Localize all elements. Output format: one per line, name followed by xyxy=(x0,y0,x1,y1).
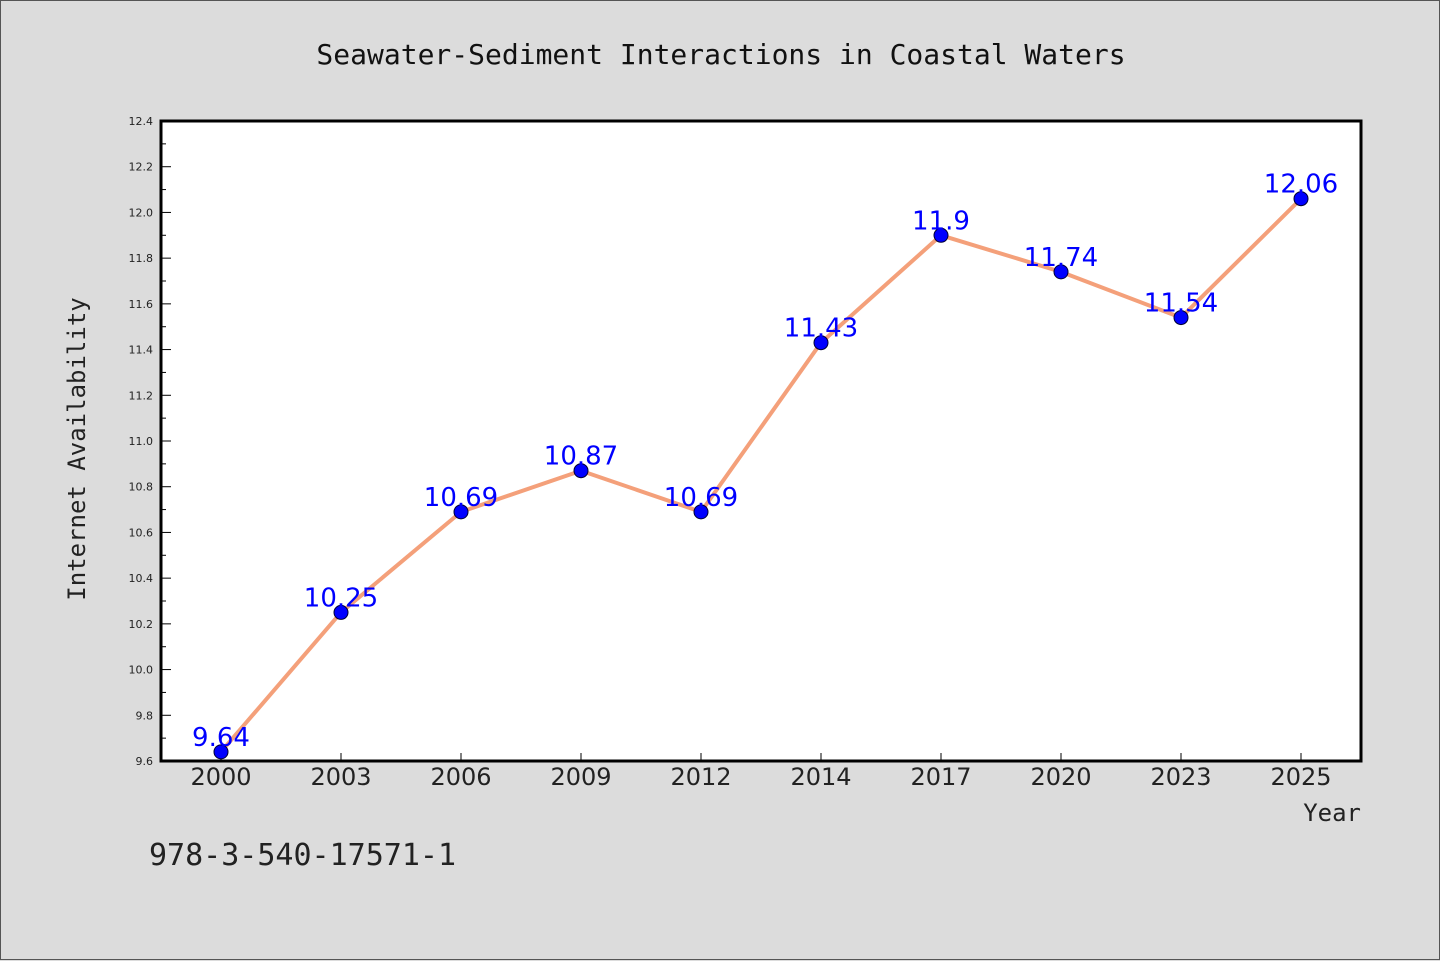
x-tick-label: 2012 xyxy=(670,763,731,791)
y-tick-label: 10.2 xyxy=(129,618,154,631)
y-tick-label: 11.6 xyxy=(129,298,154,311)
data-point xyxy=(333,604,349,620)
y-tick-label: 11.2 xyxy=(129,389,154,402)
y-tick-label: 9.6 xyxy=(136,755,154,768)
x-tick-label: 2014 xyxy=(790,763,851,791)
data-point xyxy=(693,504,709,520)
y-tick-label: 11.0 xyxy=(129,435,154,448)
y-tick-label: 10.4 xyxy=(129,572,154,585)
x-tick-label: 2000 xyxy=(190,763,251,791)
y-axis: 9.6 9.8 10.0 10.2 10.4 10.6 10.8 11.0 11.2 11.4 11… xyxy=(129,115,171,768)
data-point xyxy=(213,744,229,760)
y-tick-label: 9.8 xyxy=(136,709,154,722)
data-label: 10.69 xyxy=(664,483,738,513)
x-tick-label: 2025 xyxy=(1270,763,1331,791)
data-point xyxy=(813,335,829,351)
data-point xyxy=(1293,191,1309,207)
plot-area xyxy=(159,119,1363,763)
x-axis: 2000 2003 2006 2009 2012 2014 2017 2020 2023 2025 xyxy=(190,753,1332,791)
data-label: 10.87 xyxy=(544,442,618,472)
isbn-text: 978-3-540-17571-1 xyxy=(149,838,456,873)
data-series: 9.64 10.25 10.69 10.87 10.69 11.43 11.9 11.74 11… xyxy=(192,170,1338,760)
data-point xyxy=(573,463,589,479)
x-tick-label: 2020 xyxy=(1030,763,1091,791)
x-tick-label: 2009 xyxy=(550,763,611,791)
y-tick-label: 11.4 xyxy=(129,344,154,357)
y-tick-label: 12.4 xyxy=(129,115,154,128)
data-label: 11.74 xyxy=(1024,243,1098,273)
data-label: 10.69 xyxy=(424,483,498,513)
chart-title: Seawater-Sediment Interactions in Coasta… xyxy=(316,38,1125,71)
data-point xyxy=(933,227,949,243)
y-tick-label: 12.0 xyxy=(129,206,154,219)
x-tick-label: 2023 xyxy=(1150,763,1211,791)
y-tick-label: 10.6 xyxy=(129,526,154,539)
data-label: 11.43 xyxy=(784,314,858,344)
x-tick-label: 2017 xyxy=(910,763,971,791)
y-tick-label: 12.2 xyxy=(129,161,154,174)
data-label: 12.06 xyxy=(1264,170,1338,200)
x-tick-label: 2006 xyxy=(430,763,491,791)
x-axis-label: Year xyxy=(1303,799,1361,827)
x-tick-label: 2003 xyxy=(310,763,371,791)
data-label: 11.54 xyxy=(1144,289,1218,319)
y-tick-label: 11.8 xyxy=(129,252,154,265)
series-line xyxy=(219,196,1303,754)
data-label: 10.25 xyxy=(304,583,378,613)
y-tick-label: 10.8 xyxy=(129,481,154,494)
data-label: 9.64 xyxy=(192,723,250,753)
data-point xyxy=(453,504,469,520)
data-label: 11.9 xyxy=(912,206,970,236)
y-tick-label: 10.0 xyxy=(129,664,154,677)
y-axis-label: Internet Availability xyxy=(63,297,91,600)
data-point xyxy=(1053,264,1069,280)
data-point xyxy=(1173,310,1189,326)
